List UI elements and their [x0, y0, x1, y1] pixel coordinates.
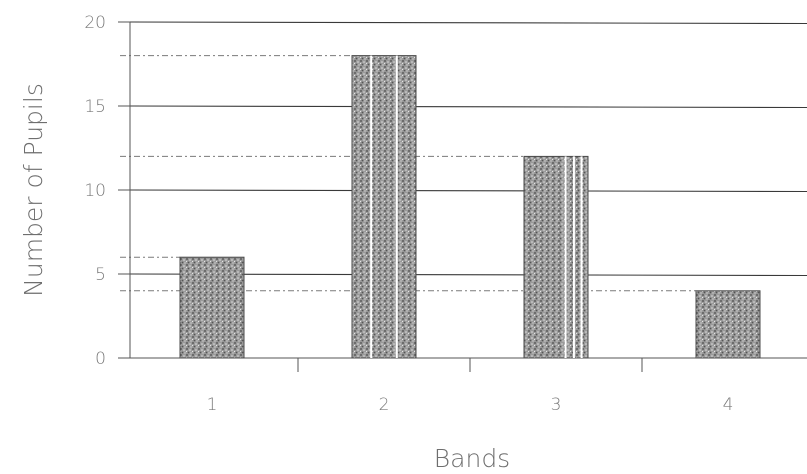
y-tick-label: 10	[84, 181, 106, 201]
bar-band-2	[351, 55, 417, 359]
x-tick-labels: 1 2 3 4	[207, 395, 734, 415]
y-tick-label: 5	[95, 265, 106, 285]
y-axis-title: Number of Pupils	[19, 83, 48, 297]
bar-band-4	[695, 290, 761, 359]
gridline	[129, 105, 807, 109]
gridlines	[120, 21, 807, 292]
gridline	[129, 21, 807, 25]
bar-band-3	[523, 155, 589, 359]
gridline	[129, 189, 807, 193]
y-tick-label: 20	[84, 13, 106, 33]
y-tick-labels: 0 5 10 15 20	[84, 13, 106, 369]
bars	[179, 55, 761, 359]
y-tick-label: 0	[95, 349, 106, 369]
x-tick-label: 4	[723, 395, 734, 415]
x-tick-label: 1	[207, 395, 218, 415]
x-axis-title: Bands	[434, 444, 510, 473]
bar-band-1	[179, 256, 245, 359]
x-tick-label: 3	[551, 395, 562, 415]
y-tick-label: 15	[84, 97, 106, 117]
x-tick-label: 2	[379, 395, 390, 415]
